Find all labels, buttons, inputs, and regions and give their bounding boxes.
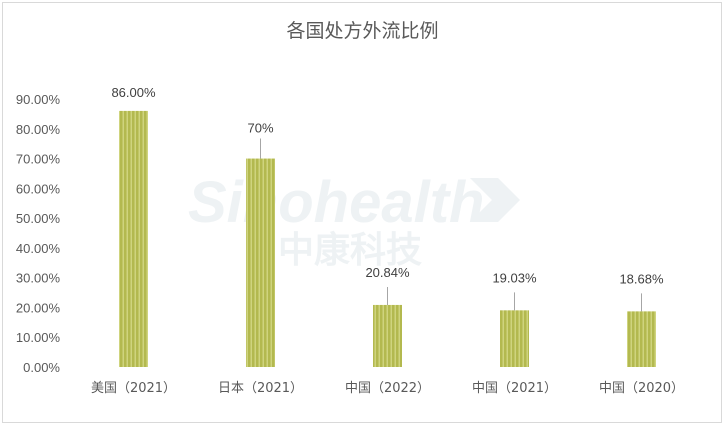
data-label: 19.03% <box>492 270 537 285</box>
bar <box>373 304 402 367</box>
y-tick-label: 60.00% <box>16 181 61 196</box>
y-tick-label: 10.00% <box>16 330 61 345</box>
chart-title: 各国处方外流比例 <box>286 20 439 42</box>
watermark: Sinohealth 中康科技 <box>188 170 520 271</box>
category-label: 中国（2020） <box>599 381 684 396</box>
watermark-text-cn: 中康科技 <box>278 229 422 271</box>
data-label: 86.00% <box>111 85 156 100</box>
data-label: 18.68% <box>619 271 664 286</box>
data-label: 20.84% <box>365 265 410 280</box>
y-tick-label: 0.00% <box>23 360 60 375</box>
bar <box>119 110 148 368</box>
y-axis: 0.00% 10.00% 20.00% 30.00% 40.00% 50.00% 60.00… <box>16 92 61 375</box>
bar <box>246 158 275 367</box>
category-label: 中国（2022） <box>345 381 430 396</box>
bar <box>500 310 529 367</box>
y-tick-label: 70.00% <box>16 152 61 167</box>
category-label: 日本（2021） <box>218 381 303 396</box>
x-axis: 美国（2021） 日本（2021） 中国（2022） 中国（2021） 中国（2020） <box>91 381 684 396</box>
y-tick-label: 30.00% <box>16 271 61 286</box>
y-tick-label: 80.00% <box>16 122 61 137</box>
category-label: 美国（2021） <box>91 381 176 396</box>
y-tick-label: 90.00% <box>16 92 61 107</box>
bar <box>627 311 656 367</box>
data-label: 70% <box>247 121 273 136</box>
bars-group: 86.00% 70% 20.84% 19.03% 18.68% <box>111 85 664 368</box>
y-tick-label: 40.00% <box>16 241 61 256</box>
y-tick-label: 50.00% <box>16 211 61 226</box>
y-tick-label: 20.00% <box>16 300 61 315</box>
category-label: 中国（2021） <box>472 381 557 396</box>
watermark-logo-icon <box>470 178 520 222</box>
watermark-text-en: Sinohealth <box>188 170 484 235</box>
